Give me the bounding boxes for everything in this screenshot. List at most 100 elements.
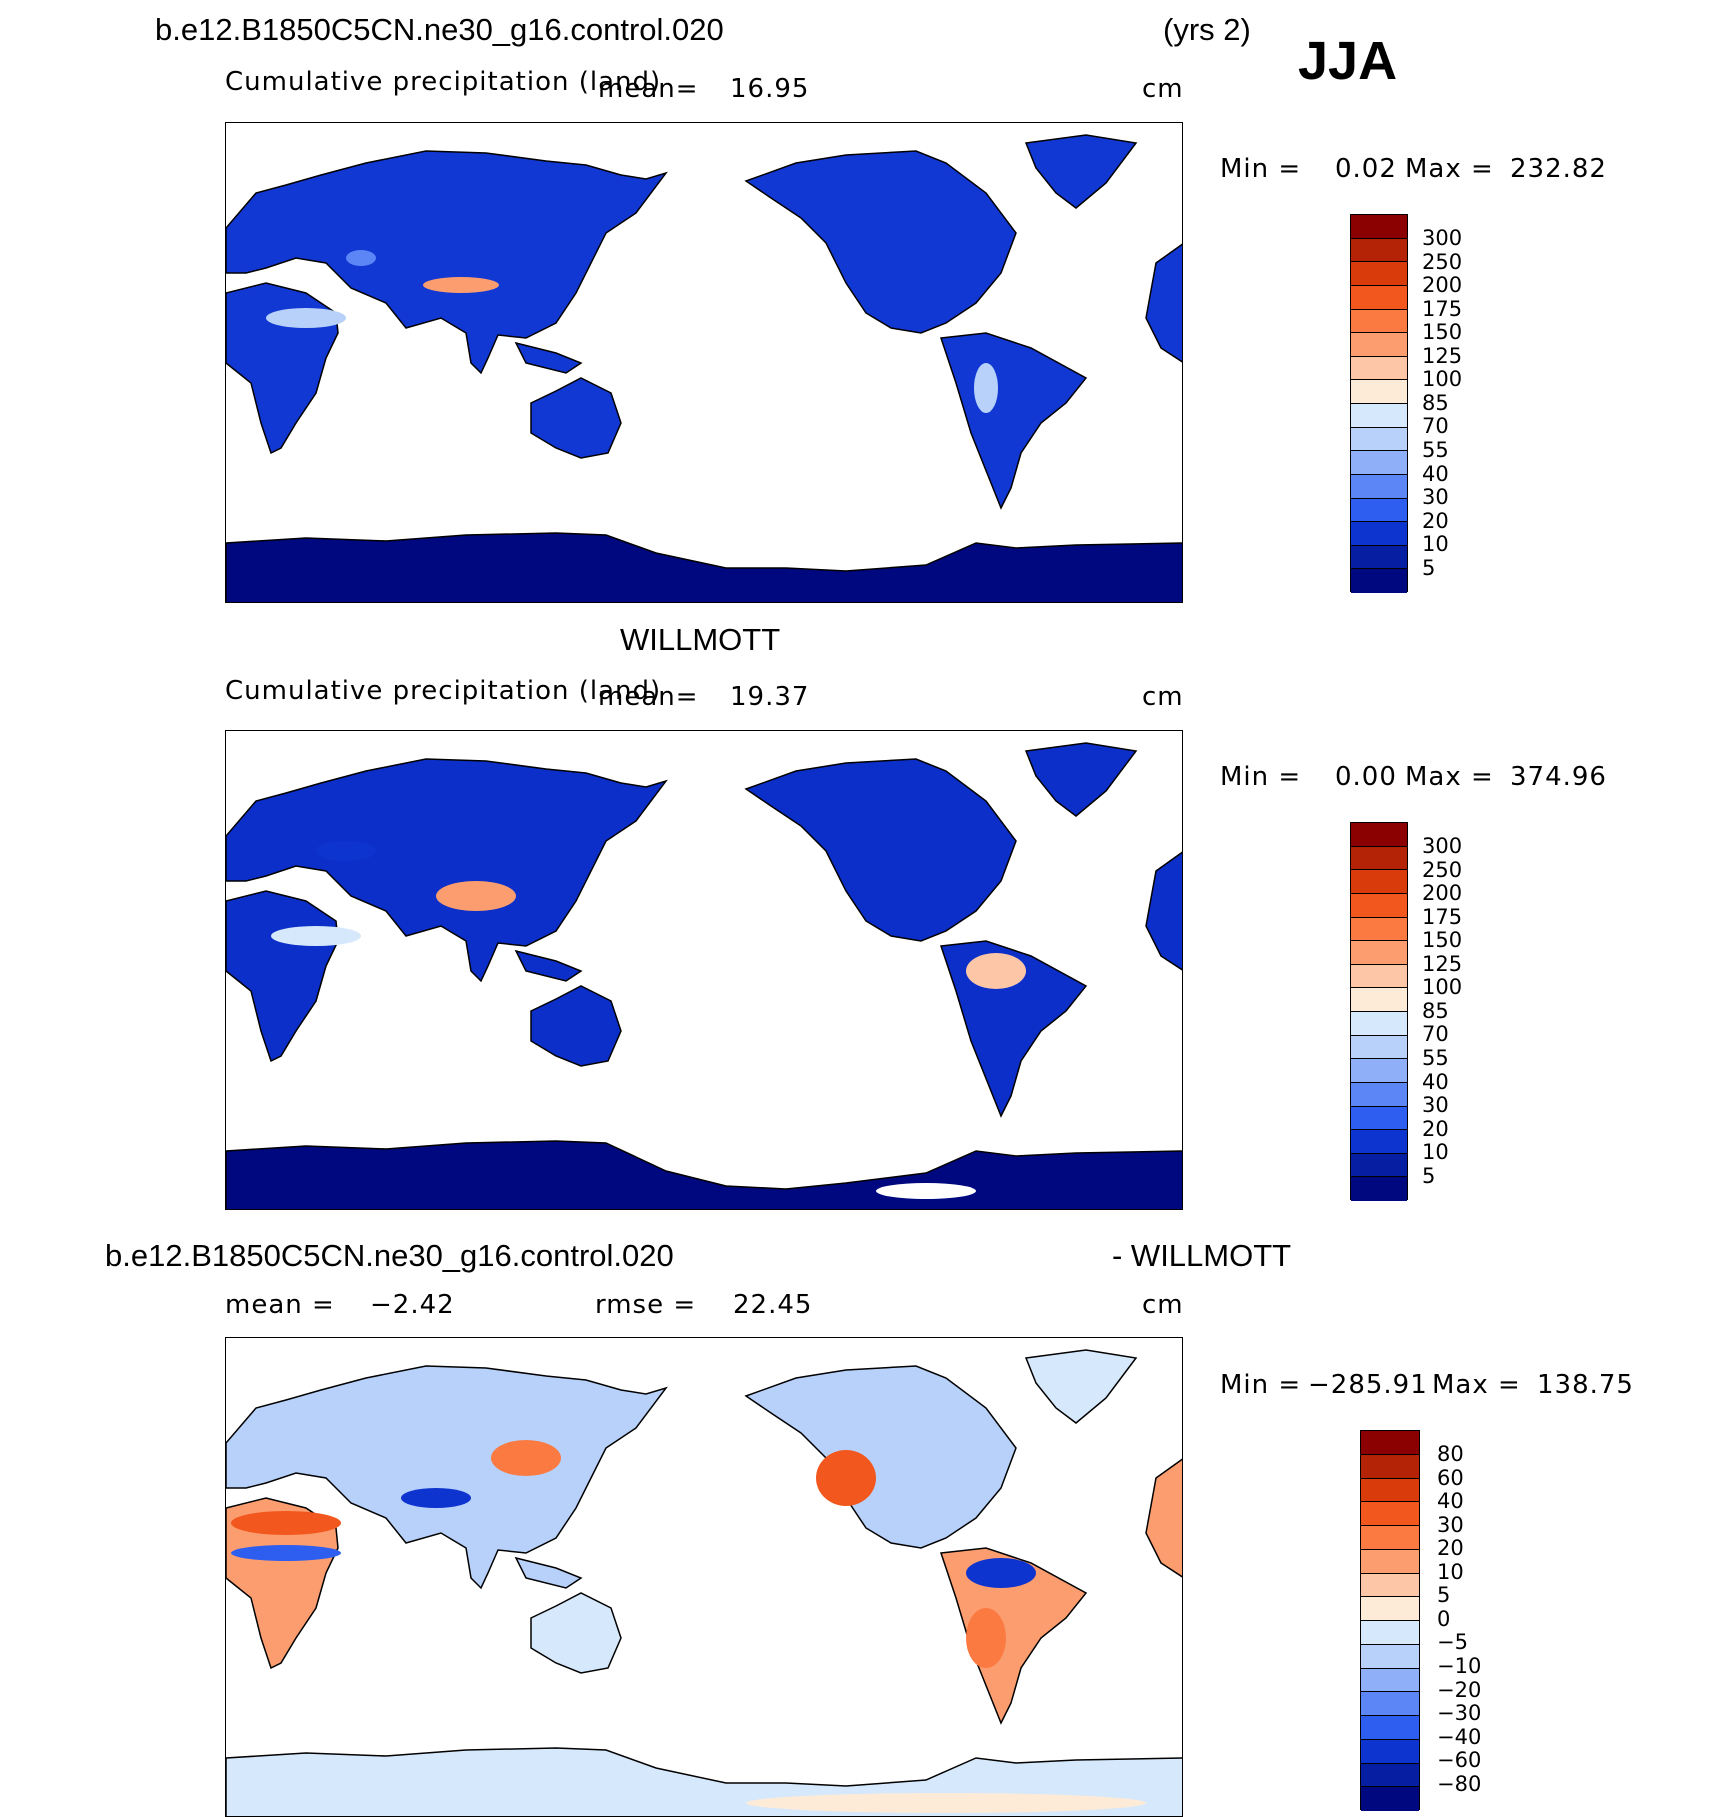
colorbar-swatch <box>1351 474 1407 499</box>
panel2-max-label: Max = <box>1405 762 1494 792</box>
west-africa-edge <box>1145 851 1182 971</box>
antarctica-landmass <box>226 532 1182 602</box>
panel2-title: WILLMOTT <box>620 622 781 657</box>
africa-landmass <box>226 282 339 455</box>
colorbar-level-label: −60 <box>1437 1748 1482 1773</box>
colorbar-level-label: 55 <box>1422 1045 1449 1070</box>
colorbar-level-label: 200 <box>1422 881 1463 906</box>
panel1-min-value: 0.02 <box>1335 154 1397 184</box>
panel2-mean-value: 19.37 <box>730 682 810 712</box>
indonesia-islands <box>514 1556 583 1589</box>
colorbar-level-label: 85 <box>1422 390 1449 415</box>
colorbar-level-label: 10 <box>1437 1559 1464 1584</box>
colorbar-swatch <box>1351 964 1407 989</box>
panel2-highlights <box>271 841 1026 1199</box>
colorbar-level-label: 5 <box>1422 555 1436 580</box>
colorbar-swatch <box>1351 1082 1407 1107</box>
colorbar-swatch <box>1361 1644 1419 1669</box>
colorbar-swatch <box>1351 1153 1407 1178</box>
greenland-landmass <box>1024 742 1138 817</box>
indonesia-islands <box>514 341 583 374</box>
panel3-title-left: b.e12.B1850C5CN.ne30_g16.control.020 <box>105 1238 674 1273</box>
colorbar-level-label: 20 <box>1422 508 1449 533</box>
colorbar-level-label: 55 <box>1422 437 1449 462</box>
colorbar-level-label: 20 <box>1437 1536 1464 1561</box>
australia-landmass <box>530 985 622 1067</box>
panel1-units: cm <box>1142 74 1184 104</box>
years-label: (yrs 2) <box>1163 12 1251 47</box>
colorbar-level-label: 125 <box>1422 951 1463 976</box>
colorbar-swatch <box>1351 522 1407 546</box>
colorbar-swatch <box>1361 1573 1419 1598</box>
australia-landmass <box>530 377 622 459</box>
panel2-map-svg <box>226 742 1182 1209</box>
panel3-mean-value: −2.42 <box>370 1290 455 1320</box>
colorbar-swatch <box>1351 238 1407 263</box>
colorbar-swatch <box>1361 1763 1419 1788</box>
panel2-colorbar <box>1350 822 1408 1201</box>
colorbar-swatch <box>1361 1549 1419 1574</box>
panel3-min-label: Min = <box>1220 1370 1302 1400</box>
colorbar-level-label: 85 <box>1422 998 1449 1023</box>
colorbar-swatch <box>1351 262 1407 286</box>
africa-landmass <box>226 1497 339 1670</box>
panel3-title-right: - WILLMOTT <box>1112 1238 1292 1273</box>
colorbar-swatch <box>1361 1478 1419 1503</box>
colorbar-level-label: 125 <box>1422 343 1463 368</box>
colorbar-swatch <box>1351 1130 1407 1154</box>
colorbar-level-label: 40 <box>1422 1069 1449 1094</box>
colorbar-swatch <box>1351 988 1407 1012</box>
panel3-colorbar <box>1360 1430 1420 1811</box>
colorbar-swatch <box>1361 1597 1419 1621</box>
season-label: JJA <box>1298 31 1398 91</box>
panel2-units: cm <box>1142 682 1184 712</box>
panel1-mean-label: mean= <box>598 74 699 104</box>
colorbar-level-label: 10 <box>1422 532 1449 557</box>
panel2-max-value: 374.96 <box>1510 762 1607 792</box>
colorbar-swatch <box>1361 1621 1419 1645</box>
colorbar-swatch <box>1351 427 1407 452</box>
colorbar-level-label: 30 <box>1422 485 1449 510</box>
colorbar-level-label: 250 <box>1422 857 1463 882</box>
panel3-rmse-value: 22.45 <box>733 1290 813 1320</box>
colorbar-swatch <box>1351 333 1407 357</box>
colorbar-swatch <box>1351 1012 1407 1036</box>
colorbar-swatch <box>1351 380 1407 404</box>
colorbar-swatch <box>1361 1787 1419 1811</box>
panel2-min-value: 0.00 <box>1335 762 1397 792</box>
colorbar-swatch <box>1361 1502 1419 1526</box>
colorbar-level-label: −20 <box>1437 1677 1482 1702</box>
colorbar-swatch <box>1351 285 1407 310</box>
panel1-min-label: Min = <box>1220 154 1302 184</box>
colorbar-level-label: 60 <box>1437 1465 1464 1490</box>
colorbar-swatch <box>1361 1454 1419 1479</box>
colorbar-level-label: 5 <box>1422 1163 1436 1188</box>
panel1-map <box>225 122 1183 603</box>
greenland-landmass <box>1024 134 1138 209</box>
colorbar-swatch <box>1351 498 1407 523</box>
colorbar-swatch <box>1351 545 1407 570</box>
colorbar-level-label: 30 <box>1422 1093 1449 1118</box>
panel1-highlights <box>266 250 998 413</box>
africa-landmass <box>226 890 339 1063</box>
west-africa-edge <box>1145 1458 1182 1578</box>
panel1-max-value: 232.82 <box>1510 154 1607 184</box>
eurasia-landmass <box>226 150 668 375</box>
panel2-min-label: Min = <box>1220 762 1302 792</box>
colorbar-swatch <box>1351 215 1407 239</box>
colorbar-swatch <box>1351 356 1407 381</box>
antarctica-landmass <box>226 1140 1182 1209</box>
north-america-landmass <box>744 1365 1017 1549</box>
colorbar-swatch <box>1361 1692 1419 1716</box>
panel3-map-svg <box>226 1349 1182 1816</box>
colorbar-level-label: 200 <box>1422 273 1463 298</box>
colorbar-level-label: 10 <box>1422 1140 1449 1165</box>
colorbar-level-label: −5 <box>1437 1630 1468 1655</box>
colorbar-level-label: 300 <box>1422 834 1463 858</box>
colorbar-swatch <box>1351 893 1407 918</box>
colorbar-level-label: 80 <box>1437 1442 1464 1466</box>
colorbar-swatch <box>1361 1668 1419 1693</box>
panel1-mean-value: 16.95 <box>730 74 810 104</box>
panel1-subtitle: Cumulative precipitation (land) <box>225 67 662 97</box>
panel3-max-label: Max = <box>1432 1370 1521 1400</box>
